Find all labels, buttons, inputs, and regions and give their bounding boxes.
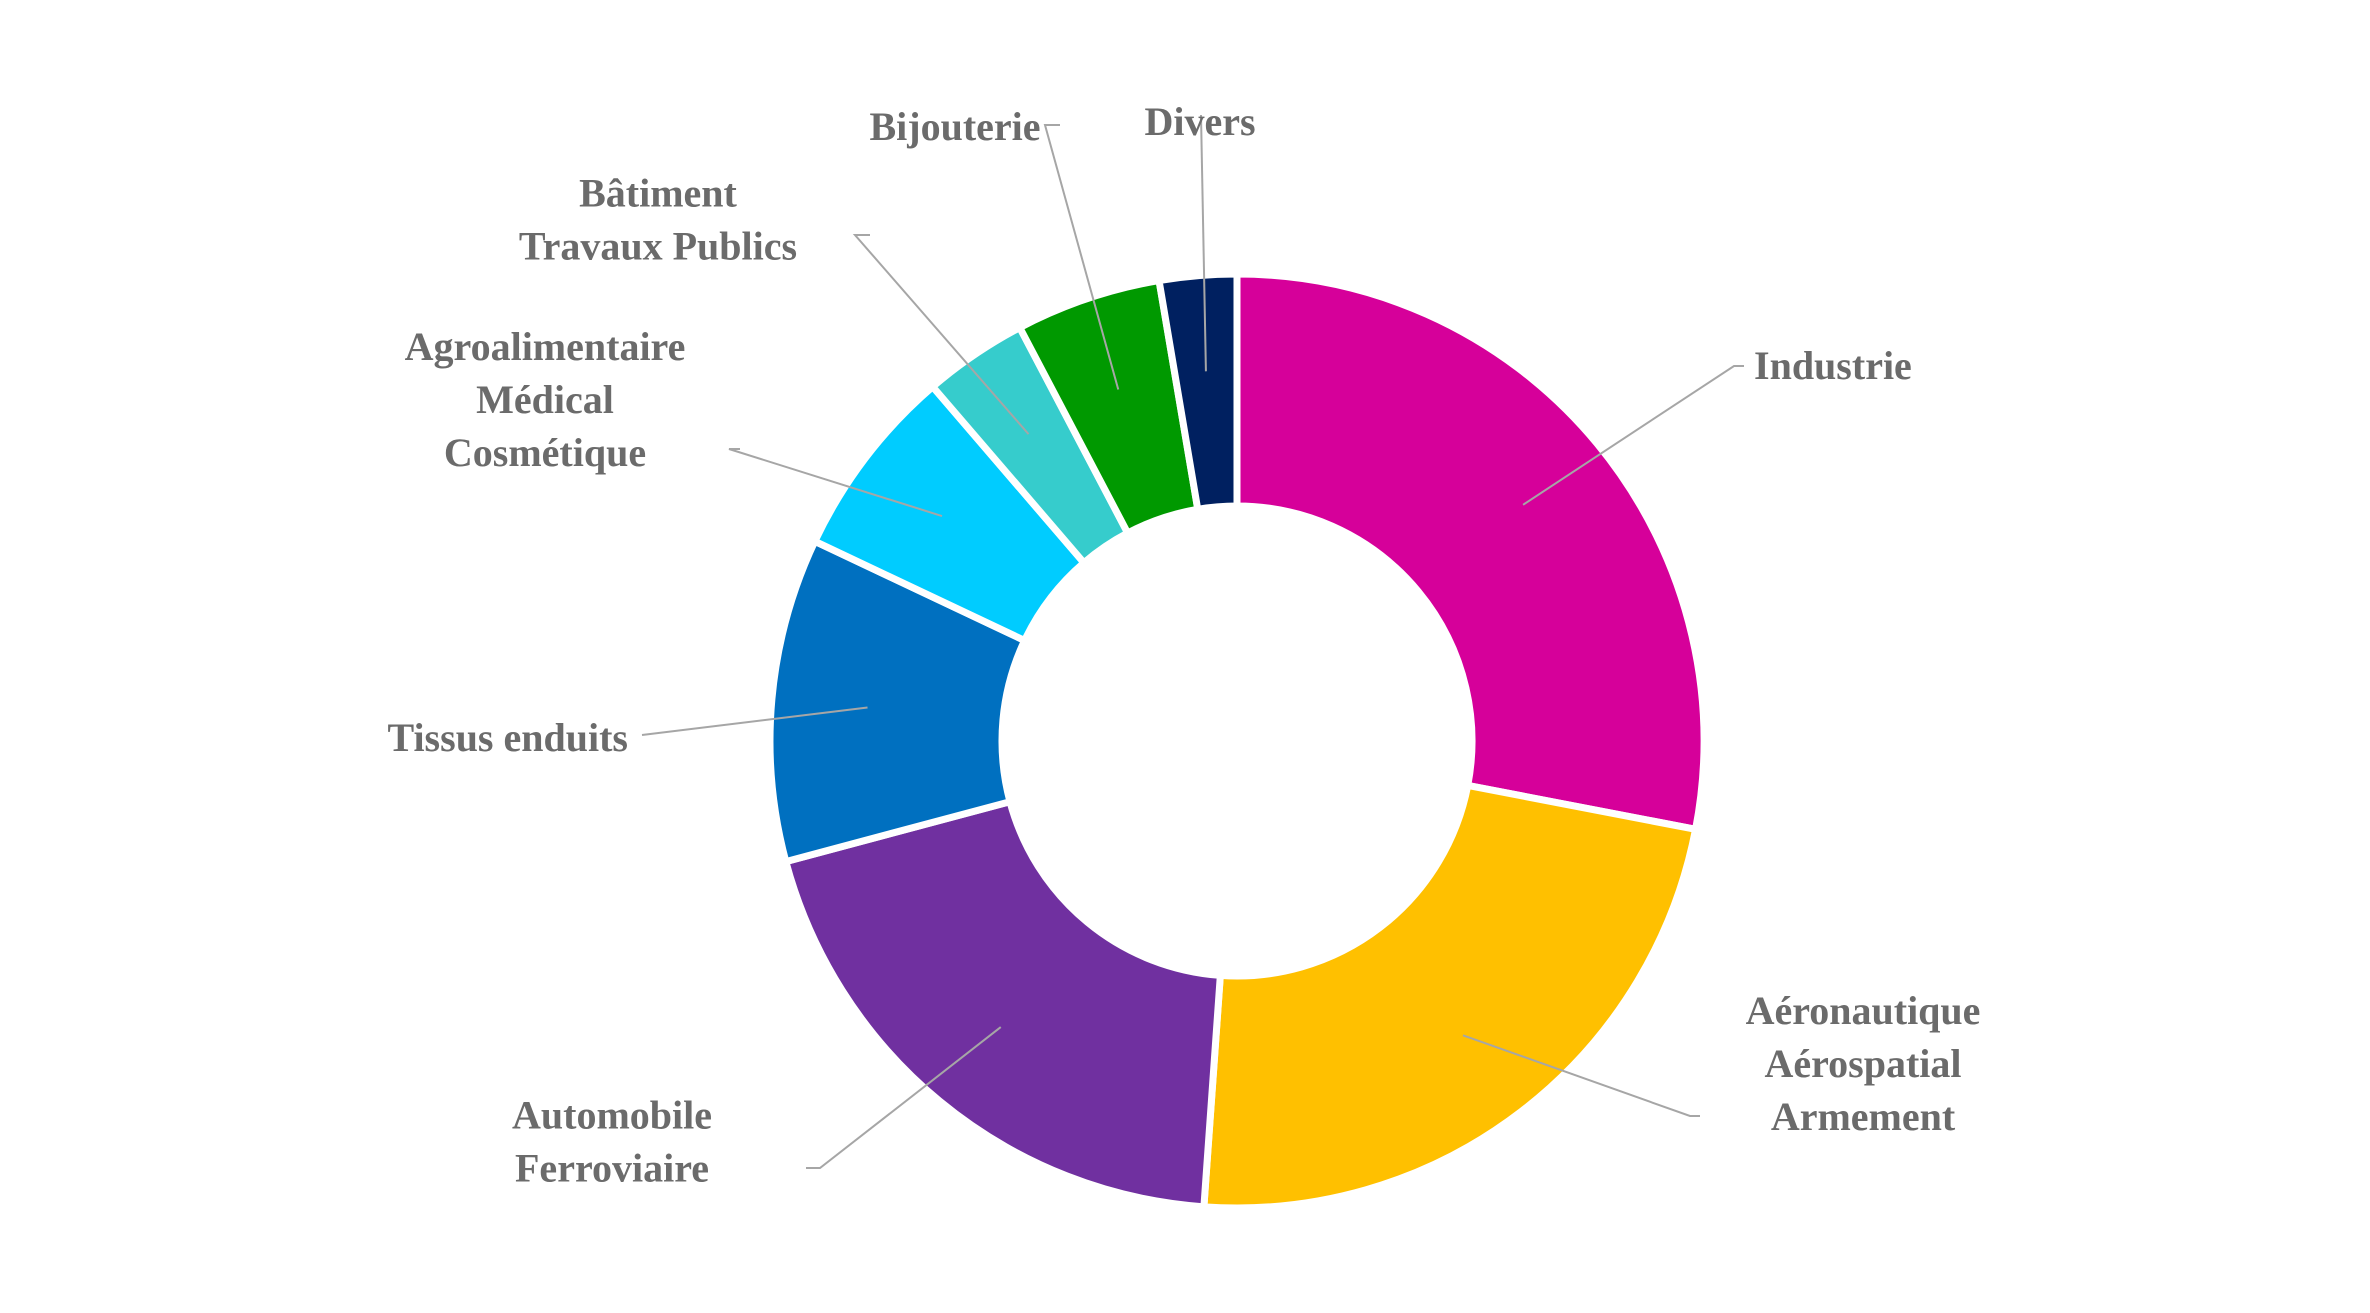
slice-label-line: Aérospatial bbox=[1764, 1041, 1961, 1086]
slice-label: Divers bbox=[1144, 99, 1255, 144]
slice-label-line: Automobile bbox=[512, 1093, 712, 1138]
slice-label-line: Tissus enduits bbox=[387, 715, 628, 760]
leader-line bbox=[852, 234, 1030, 435]
slice-label: Industrie bbox=[1754, 343, 1912, 388]
slice-label-line: Médical bbox=[476, 377, 614, 422]
slice-tissus-enduits bbox=[766, 536, 1030, 866]
slice-label: Bâtiment Travaux Publics bbox=[519, 171, 797, 269]
slice-label-line: Travaux Publics bbox=[519, 224, 797, 269]
leader-line bbox=[1522, 365, 1744, 506]
slice-label: Agroalimentaire Médical Cosmétique bbox=[405, 324, 686, 475]
leader-line bbox=[1043, 124, 1120, 390]
slice-label-line: Industrie bbox=[1754, 343, 1912, 388]
slice-divers bbox=[1155, 270, 1241, 514]
slice-label-line: Bâtiment bbox=[579, 171, 737, 216]
leader-line bbox=[1462, 1034, 1700, 1117]
leader-line bbox=[728, 448, 943, 517]
slice-label-line: Ferroviaire bbox=[515, 1146, 709, 1191]
slice-label-line: Armement bbox=[1771, 1094, 1956, 1139]
slice-label: Tissus enduits bbox=[387, 715, 628, 760]
slice-label-line: Cosmétique bbox=[444, 430, 646, 475]
slice-aéronautique-aérospatial-armement bbox=[1200, 781, 1700, 1212]
slice-label-line: Bijouterie bbox=[869, 104, 1040, 149]
slice-label-line: Agroalimentaire bbox=[405, 324, 686, 369]
slice-label: Bijouterie bbox=[869, 104, 1040, 149]
leader-line bbox=[806, 1026, 1002, 1169]
slice-industrie bbox=[1233, 270, 1708, 834]
slice-label-line: Divers bbox=[1144, 99, 1255, 144]
slice-automobile-ferroviaire bbox=[781, 797, 1225, 1211]
slice-label: Automobile Ferroviaire bbox=[512, 1093, 712, 1191]
slice-label: Aéronautique Aérospatial Armement bbox=[1746, 988, 1981, 1139]
slice-label-line: Aéronautique bbox=[1746, 988, 1981, 1033]
leader-line bbox=[1200, 114, 1207, 372]
leader-line bbox=[641, 706, 868, 736]
